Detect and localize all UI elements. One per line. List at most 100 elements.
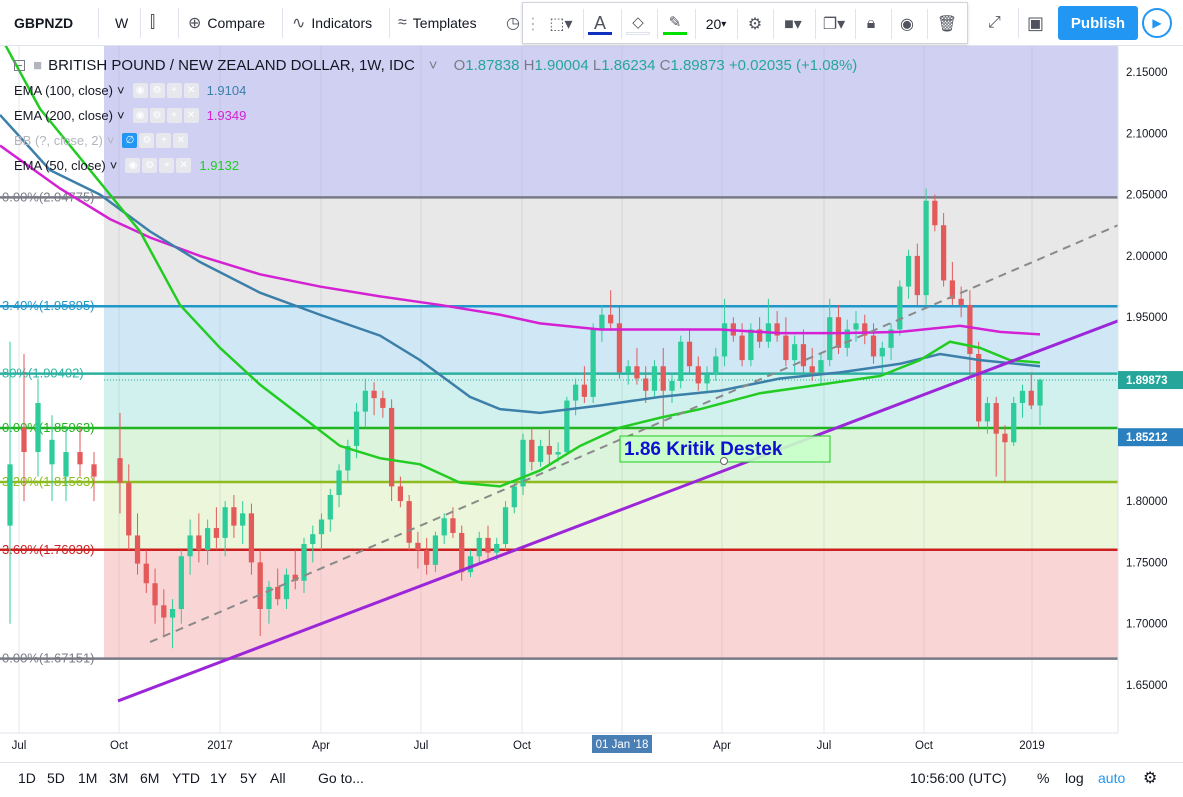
line-color-button[interactable]: ✎ (659, 12, 691, 36)
templates-button[interactable]: ≈ Templates (398, 14, 477, 31)
gear-icon[interactable]: ⚙ (149, 107, 165, 123)
indicator-ema200[interactable]: EMA (200, close) ˅ ◉ ⚙ + ✕ 1.9349 (14, 107, 247, 123)
fib-zone (104, 549, 1118, 659)
open-value: 1.87838 (465, 56, 520, 74)
collapse-legend-icon[interactable] (14, 59, 25, 71)
close-icon[interactable]: ✕ (176, 157, 192, 173)
fib-label: 3.20%(1.81563) (2, 474, 95, 489)
log-toggle[interactable]: log (1065, 770, 1084, 786)
plus-icon[interactable]: + (166, 82, 182, 98)
plus-icon[interactable]: + (159, 157, 175, 173)
pencil-icon: ✎ (668, 13, 682, 31)
fullscreen-button[interactable]: ⤢ (988, 6, 1007, 40)
candle-body (783, 335, 789, 361)
range-1m[interactable]: 1M (78, 770, 98, 786)
gear-icon[interactable]: ⚙ (1143, 770, 1158, 787)
price-tick-label: 1.75000 (1126, 557, 1168, 569)
play-button[interactable]: ▶ (1142, 8, 1172, 38)
candle-body (555, 452, 561, 455)
price-chart[interactable]: 0.00%(2.04775) 3.40%(1.95895) 80%(1.90402)… (0, 46, 1183, 762)
symbol-search[interactable]: GBPNZD (14, 6, 73, 40)
candle-body (353, 411, 360, 446)
uptrend-line (117, 319, 1119, 703)
gear-icon[interactable]: ⚙ (149, 82, 165, 98)
eye-icon[interactable]: ◉ (125, 157, 141, 173)
publish-button[interactable]: Publish (1058, 6, 1138, 40)
snapshot-button[interactable]: ▣ (1027, 6, 1050, 40)
gear-icon[interactable]: ⚙ (139, 132, 155, 148)
indicator-controls[interactable]: ◉ ⚙ + ✕ (132, 107, 199, 123)
close-icon[interactable]: ✕ (183, 82, 199, 98)
goto-button[interactable]: Go to... (318, 770, 364, 786)
lock-icon: 🔒︎ (866, 15, 876, 32)
candle-body (669, 380, 675, 391)
percent-toggle[interactable]: % (1037, 770, 1050, 786)
eye-icon[interactable]: ◉ (132, 107, 148, 123)
clone-button[interactable]: ❐▾ (817, 12, 851, 36)
range-all[interactable]: All (270, 770, 286, 786)
candle-body (809, 366, 815, 373)
delete-button[interactable]: 🗑︎ (933, 12, 961, 36)
gear-icon[interactable]: ⚙ (142, 157, 158, 173)
font-size-select[interactable]: 20 ▾ (705, 16, 727, 32)
fib-label: 3.60%(1.76030) (2, 542, 95, 557)
alert-button[interactable]: ◷ (506, 6, 526, 40)
price-tick-label: 2.05000 (1126, 190, 1168, 202)
candle-body (275, 586, 281, 600)
candle-body (976, 353, 982, 422)
bottom-toolbar: 1D 5D 1M 3M 6M YTD 1Y 5Y All Go to... 10… (0, 762, 1183, 797)
indicator-controls[interactable]: ∅ ⚙ + ✕ (122, 132, 189, 148)
candle-body (134, 535, 141, 564)
selection-tool-button[interactable]: ⬚▾ (543, 12, 579, 36)
close-icon[interactable]: ✕ (183, 107, 199, 123)
indicators-button[interactable]: ∿ Indicators (292, 15, 373, 32)
indicator-ema100[interactable]: EMA (100, close) ˅ ◉ ⚙ + ✕ 1.9104 (14, 82, 247, 98)
candle-body (546, 445, 552, 455)
legend-menu-icon[interactable]: ˅ (428, 56, 438, 74)
fib-level-lines (0, 196, 1118, 660)
text-color-button[interactable]: A (585, 12, 615, 36)
interval-button[interactable]: W (115, 15, 129, 31)
hidden-eye-icon[interactable]: ∅ (122, 132, 138, 148)
price-tick-label: 2.00000 (1126, 251, 1168, 263)
candle-body (502, 507, 509, 545)
chart-type-button[interactable]: ⫿ (150, 6, 161, 40)
candle-body (213, 528, 220, 538)
range-3m[interactable]: 3M (109, 770, 129, 786)
candle-body (63, 452, 69, 477)
candle-body (152, 583, 158, 606)
settings-button[interactable]: ⚙ (741, 12, 769, 36)
lock-button[interactable]: 🔒︎ (857, 12, 885, 36)
fib-label: 0.00%(1.67151) (2, 651, 95, 666)
hide-button[interactable]: ◉ (893, 12, 921, 36)
fib-label: 0.00%(2.04775) (2, 189, 95, 204)
symbol-title: BRITISH POUND / NEW ZEALAND DOLLAR, 1W, … (48, 56, 415, 74)
close-icon[interactable]: ✕ (173, 132, 189, 148)
compare-button[interactable]: ⊕ Compare (188, 15, 265, 32)
play-icon: ▶ (1152, 16, 1162, 30)
fill-color-button[interactable]: ◇ (623, 12, 653, 36)
candle-body (888, 329, 894, 348)
plus-icon[interactable]: + (156, 132, 172, 148)
range-6m[interactable]: 6M (140, 770, 160, 786)
candle-body (967, 304, 973, 354)
range-5y[interactable]: 5Y (240, 770, 258, 786)
drag-handle-icon[interactable]: ⋮ (525, 16, 541, 33)
auto-toggle[interactable]: auto (1098, 770, 1126, 786)
visual-order-button[interactable]: ■▾ (775, 12, 811, 36)
eye-icon[interactable]: ◉ (132, 82, 148, 98)
indicator-ema50[interactable]: EMA (50, close) ˅ ◉ ⚙ + ✕ 1.9132 (14, 157, 240, 173)
indicator-bb[interactable]: BB (?, close, 2) ˅ ∅ ⚙ + ✕ (14, 131, 189, 149)
range-1y[interactable]: 1Y (210, 770, 228, 786)
caret-down-icon: ▾ (721, 18, 727, 30)
range-ytd[interactable]: YTD (172, 770, 200, 786)
candle-body (204, 528, 211, 551)
range-5d[interactable]: 5D (47, 770, 65, 786)
range-1d[interactable]: 1D (18, 770, 36, 786)
close-value: 1.89873 (670, 56, 725, 74)
plus-icon[interactable]: + (166, 107, 182, 123)
indicator-controls[interactable]: ◉ ⚙ + ✕ (132, 82, 199, 98)
indicator-controls[interactable]: ◉ ⚙ + ✕ (125, 157, 192, 173)
fib-zone (104, 46, 1118, 198)
candle-body (958, 298, 964, 305)
